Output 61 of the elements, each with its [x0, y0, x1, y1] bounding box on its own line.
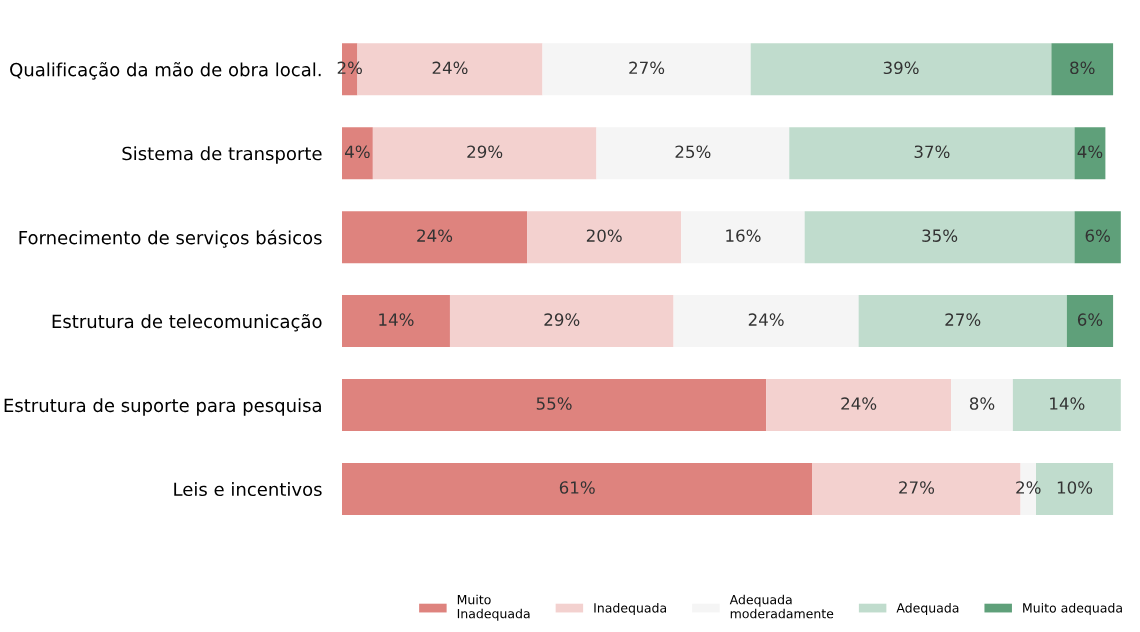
- data-label: 35%: [922, 229, 958, 242]
- y-tick-label: Fornecimento de serviços básicos: [19, 229, 322, 248]
- data-label: 27%: [629, 61, 665, 75]
- data-label: 14%: [379, 313, 414, 326]
- bar: [342, 379, 767, 432]
- bar: [766, 379, 952, 432]
- data-label: 27%: [945, 313, 981, 326]
- bar: [342, 295, 450, 348]
- y-tick-label: Qualificação da mão de obra local.: [10, 62, 321, 80]
- bar: [1074, 127, 1106, 180]
- data-label: 6%: [1085, 229, 1110, 242]
- data-label: 10%: [1057, 481, 1093, 494]
- data-label: 61%: [559, 481, 595, 494]
- data-label: 14%: [1050, 397, 1085, 410]
- bar: [951, 379, 1013, 432]
- data-label: 24%: [432, 61, 468, 75]
- legend-label: Adequada moderadamente: [729, 594, 834, 619]
- data-label: 4%: [1077, 145, 1103, 159]
- legend-label: Inadequada: [594, 602, 667, 616]
- bar: [673, 295, 859, 348]
- data-label: 55%: [536, 397, 572, 410]
- data-label: 37%: [914, 145, 950, 159]
- bar: [858, 295, 1067, 348]
- y-tick-label: Sistema de transporte: [122, 146, 322, 164]
- data-label: 4%: [345, 145, 370, 159]
- bar: [342, 462, 813, 515]
- bar: [1012, 379, 1121, 432]
- bar: [789, 127, 1075, 180]
- y-tick-label: Leis e incentivos: [174, 482, 322, 497]
- legend-label: Muito Inadequada: [457, 594, 530, 621]
- legend-label: Muito adequada: [1023, 602, 1122, 616]
- y-tick-label: Estrutura de telecomunicação: [52, 313, 322, 332]
- bar: [596, 127, 790, 180]
- data-label: 8%: [1070, 61, 1095, 75]
- data-label: 39%: [883, 61, 919, 75]
- bar: [1051, 43, 1114, 96]
- data-label: 24%: [748, 313, 784, 326]
- data-label: 16%: [726, 229, 761, 242]
- legend-label: Adequada: [896, 602, 959, 616]
- bar: [342, 127, 373, 180]
- bar: [1066, 295, 1114, 348]
- data-label: 24%: [417, 229, 453, 242]
- bar: [1074, 211, 1121, 264]
- data-label: 24%: [841, 397, 877, 410]
- data-label: 27%: [899, 481, 935, 494]
- y-tick-label: Estrutura de suporte para pesquisa: [4, 398, 321, 416]
- bar: [542, 43, 751, 96]
- bar: [342, 211, 528, 264]
- bar: [750, 43, 1052, 96]
- data-label: 2%: [1016, 481, 1041, 494]
- data-label: 29%: [467, 145, 503, 159]
- bar: [804, 211, 1075, 264]
- bar: [449, 295, 674, 348]
- data-label: 25%: [675, 145, 711, 159]
- bar: [372, 127, 597, 180]
- data-label: 6%: [1077, 313, 1103, 326]
- bar: [681, 211, 805, 264]
- data-label: 20%: [586, 229, 622, 242]
- data-label: 29%: [544, 313, 580, 326]
- bar: [527, 211, 682, 264]
- data-label: 8%: [969, 397, 995, 410]
